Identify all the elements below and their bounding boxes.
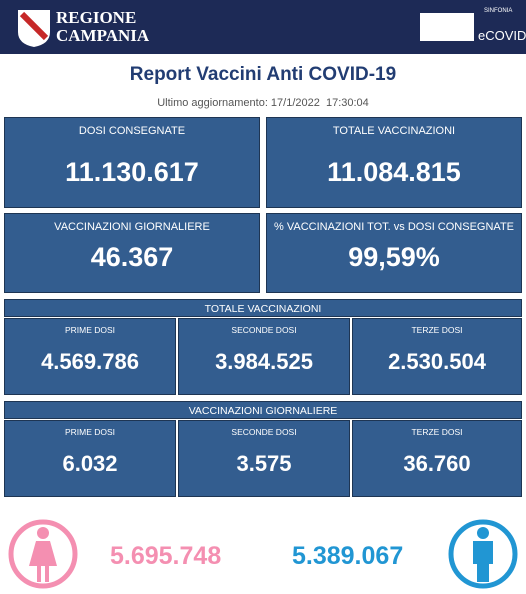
card: % VACCINAZIONI TOT. vs DOSI CONSEGNATE 99… [266, 213, 522, 293]
card: DOSI CONSEGNATE 11.130.617 [4, 117, 260, 208]
card-label: TOTALE VACCINAZIONI [332, 125, 456, 137]
card: TOTALE VACCINAZIONI 11.084.815 [266, 117, 522, 208]
male-icon [448, 519, 518, 589]
section-header: TOTALE VACCINAZIONI [4, 299, 522, 317]
title: Report Vaccini Anti COVID-19 [129, 64, 397, 85]
section-cell: PRIME DOSI 6.032 [4, 420, 176, 497]
cell-value: 4.569.786 [41, 349, 139, 374]
cell-label: TERZE DOSI [411, 427, 463, 437]
partner-icon [420, 13, 474, 41]
cell-label: TERZE DOSI [411, 325, 463, 335]
logo-line: REGIONE [56, 8, 137, 27]
section-title: VACCINAZIONI GIORNALIERE [188, 405, 338, 417]
logo-line: CAMPANIA [56, 26, 150, 45]
card-value: 11.130.617 [65, 157, 199, 187]
section-cell: SECONDE DOSI 3.984.525 [178, 318, 350, 395]
region-logo: REGIONE CAMPANIA [56, 9, 149, 45]
section-cell: SECONDE DOSI 3.575 [178, 420, 350, 497]
cell-value: 3.984.525 [215, 349, 313, 374]
section-header: VACCINAZIONI GIORNALIERE [4, 401, 522, 419]
cell-label: SECONDE DOSI [231, 325, 297, 335]
card-value: 99,59% [348, 242, 440, 272]
female-icon [8, 519, 78, 589]
section-cell: TERZE DOSI 2.530.504 [352, 318, 522, 395]
card-value: 46.367 [90, 242, 174, 272]
subtitle: Ultimo aggiornamento: 17/1/2022 17:30:04 [157, 97, 369, 109]
region-emblem [18, 10, 50, 47]
card-value: 11.084.815 [327, 157, 461, 187]
male-total: 5.389.067 [292, 542, 404, 570]
section-title: TOTALE VACCINAZIONI [204, 303, 322, 315]
section-cell: TERZE DOSI 36.760 [352, 420, 522, 497]
partner-small: SINFONIA [484, 8, 513, 14]
cell-value: 3.575 [236, 451, 292, 476]
section-cell: PRIME DOSI 4.569.786 [4, 318, 176, 395]
cell-label: SECONDE DOSI [231, 427, 297, 437]
cell-value: 36.760 [403, 451, 471, 476]
card-label: VACCINAZIONI GIORNALIERE [54, 221, 210, 233]
cell-label: PRIME DOSI [64, 427, 116, 437]
partner-name: eCOVID [478, 28, 526, 43]
female-total: 5.695.748 [110, 542, 222, 570]
cell-value: 6.032 [62, 451, 118, 476]
cell-label: PRIME DOSI [64, 325, 116, 335]
card-label: DOSI CONSEGNATE [78, 125, 186, 137]
card: VACCINAZIONI GIORNALIERE 46.367 [4, 213, 260, 293]
header-bar: REGIONE CAMPANIA SINFONIA eCOVID [0, 0, 526, 54]
cell-value: 2.530.504 [388, 349, 486, 374]
card-label: % VACCINAZIONI TOT. vs DOSI CONSEGNATE [274, 221, 514, 233]
